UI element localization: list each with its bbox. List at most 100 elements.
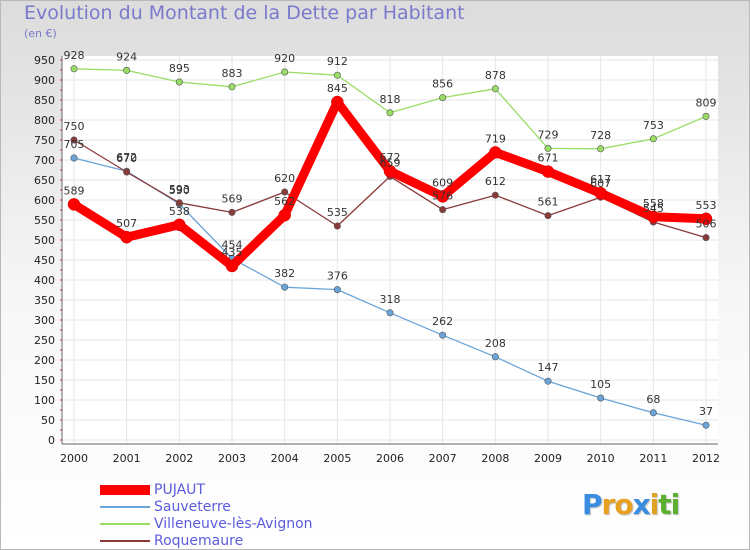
data-point <box>439 331 447 339</box>
data-label: 535 <box>327 206 348 219</box>
x-tick-label: 2010 <box>587 452 615 465</box>
data-label: 719 <box>485 132 506 145</box>
y-tick-label: 850 <box>34 94 55 107</box>
x-tick-label: 2008 <box>481 452 509 465</box>
data-point <box>702 421 710 429</box>
y-tick-label: 750 <box>34 134 55 147</box>
data-label: 507 <box>116 217 137 230</box>
data-label: 753 <box>643 119 664 132</box>
y-tick-label: 50 <box>41 414 55 427</box>
data-point <box>173 218 186 232</box>
data-point <box>67 198 81 211</box>
data-label: 376 <box>327 270 348 283</box>
data-point <box>281 188 289 196</box>
data-point <box>228 208 236 216</box>
y-tick-label: 0 <box>48 434 55 447</box>
data-point <box>647 210 660 224</box>
legend-swatch <box>100 539 150 542</box>
data-label: 809 <box>696 96 717 109</box>
data-label: 208 <box>485 337 506 350</box>
x-tick-label: 2011 <box>639 452 667 465</box>
data-point <box>594 186 607 200</box>
y-tick-label: 650 <box>34 174 55 187</box>
x-tick-label: 2001 <box>113 452 141 465</box>
data-label: 545 <box>643 202 664 215</box>
y-tick-label: 900 <box>34 74 55 87</box>
data-point <box>544 212 552 220</box>
data-point <box>123 168 131 176</box>
data-label: 671 <box>538 152 559 165</box>
data-label: 589 <box>64 184 85 197</box>
data-label: 553 <box>696 199 717 212</box>
y-tick-label: 550 <box>34 214 55 227</box>
data-label: 818 <box>380 93 401 106</box>
logo-letter: r <box>601 488 616 521</box>
data-label: 883 <box>222 67 243 80</box>
data-label: 318 <box>380 293 401 306</box>
data-label: 728 <box>590 129 611 142</box>
y-tick-label: 600 <box>34 194 55 207</box>
y-tick-label: 200 <box>34 354 55 367</box>
data-point <box>123 66 131 74</box>
x-tick-label: 2012 <box>692 452 720 465</box>
y-tick-label: 300 <box>34 314 55 327</box>
legend-item-sauveterre: Sauveterre <box>100 498 313 515</box>
y-tick-label: 400 <box>34 274 55 287</box>
data-point <box>383 164 397 178</box>
data-label: 382 <box>274 267 295 280</box>
legend-label: Roquemaure <box>154 532 244 549</box>
data-point <box>491 85 499 93</box>
data-label: 895 <box>169 62 190 75</box>
data-point <box>281 283 289 291</box>
data-label: 147 <box>538 361 559 374</box>
x-tick-label: 2005 <box>323 452 351 465</box>
legend-label: PUJAUT <box>154 481 205 498</box>
data-point <box>333 286 341 294</box>
data-label: 558 <box>643 197 664 210</box>
x-tick-label: 2002 <box>165 452 193 465</box>
y-tick-label: 100 <box>34 394 55 407</box>
data-label: 576 <box>432 190 453 203</box>
y-tick-label: 450 <box>34 254 55 267</box>
data-point <box>70 136 78 144</box>
proxiti-logo: Proxiti <box>582 488 681 521</box>
y-tick-label: 950 <box>34 54 55 67</box>
data-label: 878 <box>485 69 506 82</box>
data-point <box>225 259 239 273</box>
data-label: 506 <box>696 218 717 231</box>
data-label: 912 <box>327 55 348 68</box>
legend-swatch <box>100 505 150 508</box>
data-label: 105 <box>590 378 611 391</box>
data-label: 620 <box>274 172 295 185</box>
legend-item-pujaut: PUJAUT <box>100 481 313 498</box>
data-point <box>544 377 552 385</box>
data-label: 538 <box>169 205 190 218</box>
data-label: 750 <box>64 120 85 133</box>
legend-swatch <box>100 484 150 495</box>
data-point <box>439 206 447 214</box>
data-point <box>278 208 291 222</box>
data-label: 924 <box>116 50 137 63</box>
legend-label: Villeneuve-lès-Avignon <box>154 515 313 532</box>
data-label: 672 <box>380 151 401 164</box>
data-point <box>386 109 394 117</box>
data-label: 607 <box>590 177 611 190</box>
data-point <box>649 135 657 143</box>
logo-letter: i <box>670 488 681 521</box>
data-label: 659 <box>380 156 401 169</box>
logo-letter: t <box>658 488 671 521</box>
logo-letter: P <box>582 488 603 521</box>
data-label: 920 <box>274 52 295 65</box>
data-label: 454 <box>222 238 243 251</box>
data-label: 561 <box>538 196 559 209</box>
data-point <box>699 212 713 226</box>
data-label: 562 <box>274 195 295 208</box>
y-tick-label: 150 <box>34 374 55 387</box>
data-label: 590 <box>169 184 190 197</box>
y-tick-label: 800 <box>34 114 55 127</box>
x-tick-label: 2009 <box>534 452 562 465</box>
data-point <box>70 65 78 73</box>
data-point <box>120 230 133 244</box>
y-tick-label: 500 <box>34 234 55 247</box>
chart-subtitle: (en €) <box>24 27 57 40</box>
